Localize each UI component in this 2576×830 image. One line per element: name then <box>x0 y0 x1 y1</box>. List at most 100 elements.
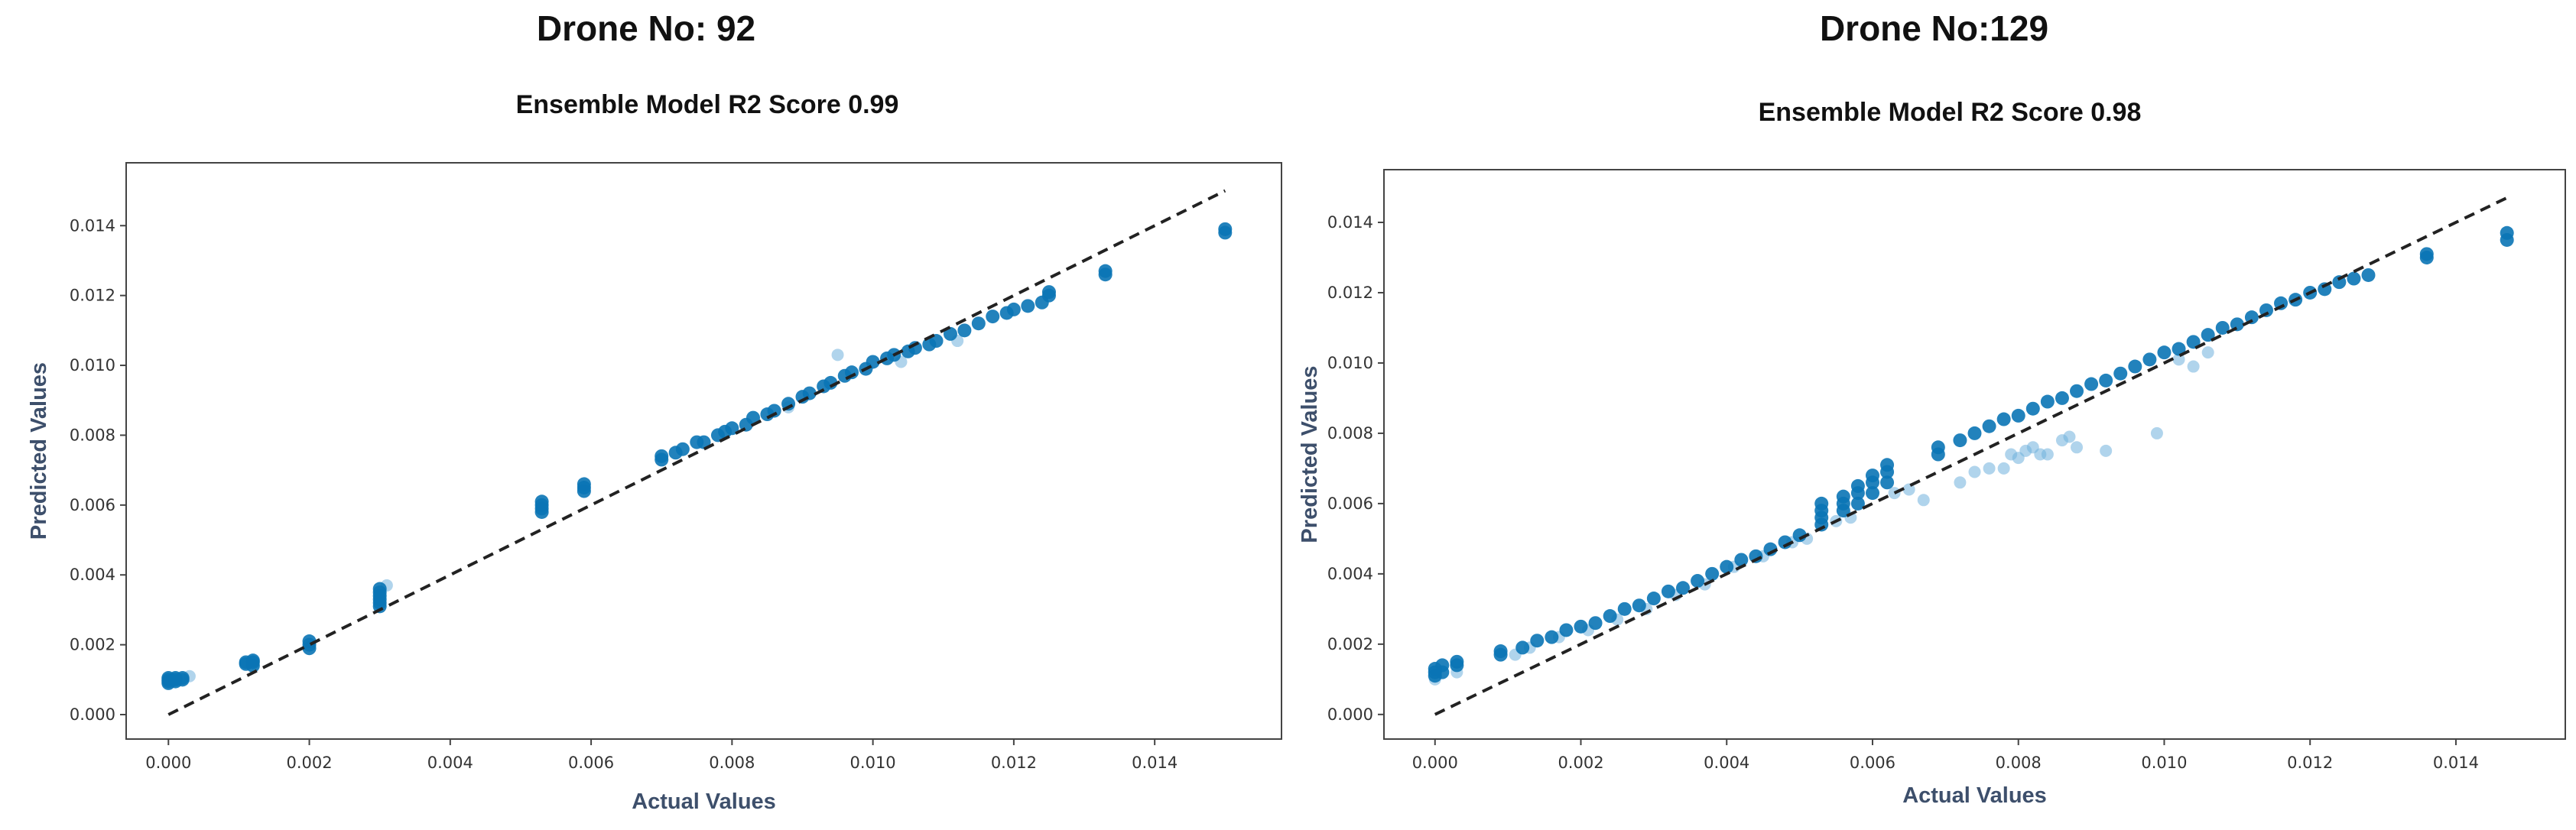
scatter-point <box>534 494 549 509</box>
scatter-point <box>1880 458 1895 472</box>
scatter-point <box>2186 335 2201 349</box>
scatter-point-light <box>2100 444 2113 457</box>
scatter-point <box>2040 394 2055 409</box>
y-tick-label: 0.008 <box>1327 424 1373 443</box>
scatter-point <box>1435 658 1450 673</box>
scatter-point <box>2361 267 2376 282</box>
scatter-point <box>802 386 817 400</box>
x-tick-label: 0.000 <box>1412 754 1458 772</box>
scatter-point <box>1931 440 1945 455</box>
scatter-point <box>746 410 760 425</box>
x-tick-label: 0.012 <box>2287 754 2333 772</box>
scatter-point-light <box>2201 346 2214 359</box>
scatter-point <box>1996 412 2011 426</box>
scatter-point <box>2172 342 2186 356</box>
x-axis-label: Actual Values <box>632 789 776 814</box>
scatter-point <box>2055 391 2069 405</box>
scatter-point <box>2084 377 2099 391</box>
x-tick-label: 0.000 <box>145 754 191 772</box>
chart-panel-drone-92: Drone No: 92 Ensemble Model R2 Score 0.9… <box>27 8 1282 814</box>
scatter-point <box>1603 609 1617 624</box>
scatter-point <box>725 421 739 436</box>
scatter-point <box>1734 553 1749 567</box>
chart-title: Ensemble Model R2 Score 0.98 <box>1758 98 2142 127</box>
scatter-point <box>1865 468 1879 483</box>
scatter-point <box>1098 264 1113 278</box>
scatter-plot-drone-92: 0.000 0.002 0.004 0.006 0.008 0.010 0.012 0.014… <box>27 162 1282 814</box>
x-tick-label: 0.014 <box>1132 754 1178 772</box>
y-tick-label: 0.014 <box>1327 213 1373 232</box>
scatter-point <box>767 404 781 418</box>
scatter-point-light <box>1917 494 1930 507</box>
x-tick-label: 0.008 <box>709 754 755 772</box>
y-tick-label: 0.002 <box>1327 635 1373 653</box>
scatter-point-light <box>2063 430 2076 443</box>
scatter-point <box>943 326 957 341</box>
scatter-point <box>2011 408 2025 423</box>
scatter-point <box>2347 271 2361 286</box>
scatter-point-light <box>1997 462 2010 475</box>
x-tick-label: 0.010 <box>850 754 896 772</box>
scatter-point-light <box>2041 448 2054 461</box>
scatter-point <box>2230 317 2244 332</box>
scatter-point <box>2070 384 2084 398</box>
scatter-point <box>1880 475 1895 490</box>
y-tick-label: 0.008 <box>70 426 115 444</box>
scatter-point <box>2215 320 2230 335</box>
scatter-point <box>2419 247 2434 261</box>
scatter-point <box>1646 592 1661 606</box>
scatter-point <box>1041 285 1056 300</box>
scatter-point <box>1450 654 1464 669</box>
x-tick-label: 0.006 <box>568 754 614 772</box>
scatter-point <box>655 449 669 463</box>
y-tick-label: 0.014 <box>70 216 115 235</box>
scatter-point <box>2025 401 2040 416</box>
scatter-point <box>1676 581 1691 595</box>
scatter-point <box>1814 496 1829 511</box>
chart-heading: Drone No: 92 <box>536 8 756 48</box>
scatter-point <box>1545 630 1559 644</box>
x-tick-label: 0.004 <box>427 754 473 772</box>
x-tick-label: 0.004 <box>1704 754 1749 772</box>
scatter-point <box>2332 275 2347 290</box>
scatter-point <box>866 355 880 369</box>
scatter-point <box>2244 310 2259 325</box>
chart-panel-drone-129: Drone No:129 Ensemble Model R2 Score 0.9… <box>1292 0 2576 830</box>
scatter-point <box>1705 566 1720 581</box>
scatter-point <box>971 316 986 331</box>
scatter-point <box>1850 496 1865 511</box>
scatter-point-light <box>2187 360 2200 373</box>
plot-area <box>125 162 1282 740</box>
x-tick-label: 0.002 <box>286 754 332 772</box>
reference-line <box>1434 196 2508 716</box>
scatter-point <box>1850 478 1865 493</box>
scatter-point <box>1006 302 1021 316</box>
y-tick-label: 0.000 <box>1327 705 1373 724</box>
scatter-point <box>986 310 1000 324</box>
scatter-point <box>2318 282 2332 297</box>
scatter-point-light <box>1902 483 1915 496</box>
reference-line <box>167 189 1226 716</box>
chart-heading: Drone No:129 <box>1819 8 2049 48</box>
scatter-point <box>1588 616 1603 631</box>
scatter-point <box>372 582 387 596</box>
scatter-point <box>1967 426 1982 440</box>
y-tick-label: 0.012 <box>1327 284 1373 302</box>
scatter-point-light <box>2172 353 2185 366</box>
scatter-point <box>2142 352 2157 367</box>
scatter-point <box>1559 623 1574 637</box>
y-tick-label: 0.006 <box>70 496 115 514</box>
y-axis-label: Predicted Values <box>1298 365 1322 543</box>
scatter-point <box>1021 299 1035 313</box>
scatter-point-light <box>2150 426 2163 439</box>
scatter-point <box>957 323 972 338</box>
scatter-point <box>2500 225 2514 240</box>
scatter-point <box>1865 486 1879 501</box>
scatter-point <box>2201 328 2215 342</box>
scatter-point <box>175 671 190 686</box>
scatter-point <box>1982 419 1996 433</box>
scatter-point <box>245 653 260 668</box>
scatter-point-light <box>831 349 844 362</box>
scatter-point <box>2099 373 2113 387</box>
scatter-point <box>2128 359 2142 374</box>
